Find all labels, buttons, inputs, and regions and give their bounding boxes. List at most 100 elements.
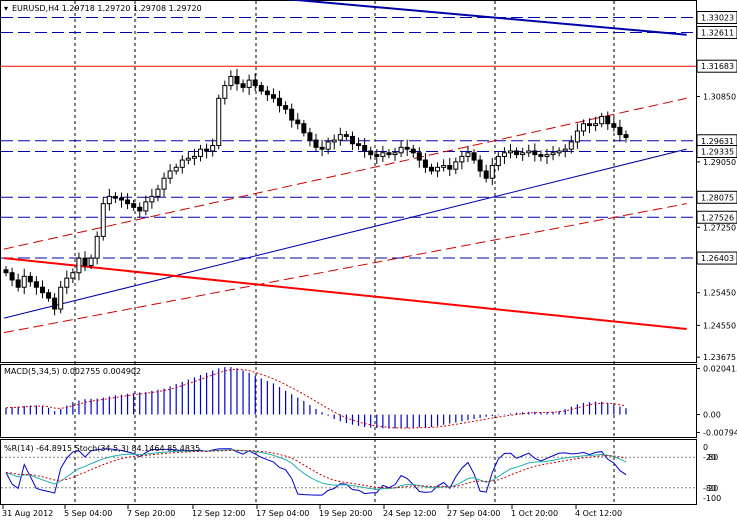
level-price-label: 1.29335 xyxy=(701,148,734,157)
candle-body xyxy=(398,146,404,154)
candle-body xyxy=(277,97,283,107)
candle-body xyxy=(514,150,520,156)
candle-body xyxy=(313,139,319,148)
candle-body xyxy=(368,150,374,156)
candle-body xyxy=(453,161,459,170)
candle-body xyxy=(538,154,544,157)
candle-body xyxy=(349,135,355,145)
macd-indicator: 0.020413 0.00 -0.00794 xyxy=(5,364,737,437)
trend-line-lower-red-dashed xyxy=(3,203,687,334)
trend-line-red-solid xyxy=(3,257,687,331)
candle-body xyxy=(562,148,568,152)
candle-body xyxy=(289,108,295,121)
time-tick-label: 1 Oct 20:00 xyxy=(511,509,558,518)
time-tick-label: 31 Aug 2012 xyxy=(2,509,53,518)
candle-body xyxy=(465,152,471,157)
candle-body xyxy=(568,141,574,150)
time-tick-label: 27 Sep 04:00 xyxy=(447,509,500,518)
candle-body xyxy=(441,165,447,168)
candle-body xyxy=(483,170,489,179)
level-price-box xyxy=(696,251,737,265)
candle-body xyxy=(283,105,289,110)
candle-body xyxy=(374,154,380,157)
trend-lines xyxy=(3,0,687,334)
level-price-label: 1.28075 xyxy=(701,193,734,202)
macd-panel-frame xyxy=(0,364,697,438)
candle-body xyxy=(100,203,106,237)
candle-body xyxy=(64,277,70,288)
candle-body xyxy=(508,150,514,154)
candle-body xyxy=(422,159,428,168)
candle-body xyxy=(520,152,526,156)
candle-body xyxy=(477,159,483,172)
time-tick-label: 17 Sep 04:00 xyxy=(256,509,309,518)
candle-body xyxy=(179,159,185,168)
candle-body xyxy=(416,152,422,161)
candle-body xyxy=(173,166,179,172)
candle-body xyxy=(392,152,398,156)
oscillator-level-label: -20 xyxy=(703,453,716,462)
candle-body xyxy=(58,286,64,310)
price-tick-label: 1.30850 xyxy=(703,92,736,101)
candle-body xyxy=(593,123,599,127)
candle-body xyxy=(88,257,94,266)
macd-signal-line xyxy=(5,368,627,429)
williams-r-line xyxy=(5,448,627,496)
candle-body xyxy=(319,146,325,150)
candle-body xyxy=(343,134,349,137)
candle-body xyxy=(21,275,27,288)
candle-body xyxy=(599,115,605,125)
trend-line-lower-blue xyxy=(3,148,687,319)
candle-body xyxy=(459,155,465,163)
level-price-label: 1.31683 xyxy=(701,62,734,71)
time-tick-label: 4 Oct 12:00 xyxy=(575,509,622,518)
price-tick-label: 1.24550 xyxy=(703,321,736,330)
oscillator-scale-top-label: 0 xyxy=(703,443,708,452)
candle-body xyxy=(356,143,362,147)
candle-body xyxy=(337,134,343,141)
time-tick-label: 12 Sep 12:00 xyxy=(192,509,245,518)
candlestick-series xyxy=(3,68,629,316)
candle-body xyxy=(264,90,270,96)
candle-body xyxy=(295,119,301,125)
candle-body xyxy=(112,195,118,199)
oscillator-scale-bottom-label: -100 xyxy=(703,494,721,503)
candle-body xyxy=(228,75,234,87)
price-axis: 1.30850 1.29050 1.27250 1.25450 1.24550 1.236… xyxy=(696,92,736,362)
candle-body xyxy=(191,155,197,159)
candle-body xyxy=(404,146,410,150)
candle-body xyxy=(362,145,368,152)
candle-body xyxy=(331,139,337,143)
time-tick-label: 5 Sep 04:00 xyxy=(64,509,112,518)
candle-body xyxy=(3,269,9,274)
macd-tick-label: 0.020413 xyxy=(703,364,737,373)
candle-body xyxy=(198,148,204,157)
level-price-box xyxy=(696,210,737,224)
candle-body xyxy=(435,166,441,172)
candle-body xyxy=(270,94,276,99)
candle-body xyxy=(617,126,623,136)
candle-body xyxy=(204,148,210,152)
candle-body xyxy=(471,152,477,161)
candle-body xyxy=(46,292,52,299)
oscillator-level-label-secondary: 80 xyxy=(708,453,718,462)
price-tick-label: 1.25450 xyxy=(703,289,736,298)
candle-body xyxy=(155,188,161,197)
candle-body xyxy=(258,85,264,92)
candle-body xyxy=(574,130,580,143)
candle-body xyxy=(143,201,149,212)
price-tick-label: 1.23675 xyxy=(703,353,736,362)
time-tick-label: 19 Sep 20:00 xyxy=(319,509,372,518)
candle-body xyxy=(447,165,453,170)
candle-body xyxy=(82,257,88,266)
candle-body xyxy=(131,203,137,208)
macd-label: MACD(5,34,5) 0.002755 0.004902 xyxy=(4,367,141,376)
candle-body xyxy=(544,154,550,157)
candle-body xyxy=(380,152,386,157)
candle-body xyxy=(234,75,240,85)
candle-body xyxy=(222,85,228,99)
candle-body xyxy=(76,257,82,274)
candle-body xyxy=(495,155,501,167)
